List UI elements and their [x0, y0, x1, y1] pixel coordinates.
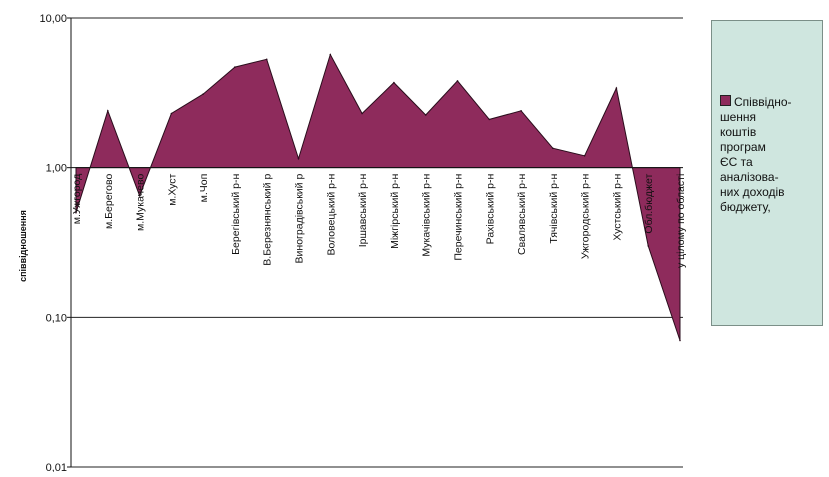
x-tick-label: м.Ужгород — [71, 174, 83, 225]
x-tick-label: у цілому по області — [675, 174, 687, 268]
data-point — [265, 58, 268, 61]
data-point — [234, 66, 236, 68]
gridlines — [71, 17, 683, 468]
x-tick-label: Міжгірський р-н — [389, 173, 401, 248]
x-tick-label: м.Чоп — [198, 174, 210, 203]
y-tick-label: 0,10 — [46, 312, 67, 324]
x-tick-label: Хустський р-н — [611, 174, 623, 241]
y-tick-label: 1,00 — [46, 163, 67, 175]
data-point — [647, 245, 649, 247]
y-tick-label: 10,00 — [39, 13, 67, 25]
x-tick-label: Іршавський р-н — [357, 173, 369, 247]
data-point — [138, 194, 141, 197]
x-tick-label: м.Хуст — [166, 174, 178, 206]
legend-swatch — [720, 95, 731, 106]
x-tick-label: Рахівський р-н — [484, 174, 496, 245]
data-point — [202, 93, 204, 95]
data-point — [552, 147, 554, 149]
data-point — [329, 53, 332, 56]
axes — [67, 17, 683, 468]
data-point — [520, 110, 522, 112]
x-tick-label: м.Берегово — [103, 174, 115, 229]
y-axis-label: співвідношення — [18, 210, 28, 282]
data-point — [456, 80, 459, 82]
x-tick-label: Виноградівський р — [294, 174, 306, 264]
x-tick-label: Ужгородський р-н — [580, 174, 592, 260]
data-point — [297, 157, 300, 160]
x-tick-label: Обл.бюджет — [643, 174, 655, 234]
area-series — [75, 53, 681, 342]
data-point — [488, 118, 491, 121]
x-tick-label: Берегівський р-н — [230, 174, 242, 255]
y-tick-labels: 10,00 1,00 0,10 0,01 — [39, 13, 67, 474]
x-tick-label: В.Березнянський р — [262, 174, 274, 266]
data-point — [615, 87, 618, 89]
data-point — [170, 112, 173, 115]
data-point — [393, 81, 395, 84]
data-point — [107, 110, 109, 112]
x-tick-label: Тячівський р-н — [548, 174, 560, 244]
legend-label: Співвідно- шення коштів програм ЄС та ан… — [720, 95, 792, 214]
data-point — [583, 155, 586, 157]
x-tick-label: Свалявський р-н — [516, 174, 528, 255]
data-point — [679, 339, 681, 342]
data-point — [424, 114, 427, 116]
y-tick-label: 0,01 — [46, 462, 67, 472]
x-tick-label: м.Мукачево — [135, 174, 147, 231]
x-tick-label: Перечинський р-н — [453, 174, 465, 261]
legend-entry: Співвідно- шення коштів програм ЄС та ан… — [720, 95, 822, 215]
data-point — [361, 112, 363, 115]
data-point — [75, 211, 77, 214]
x-tick-label: Воловецький р-н — [325, 174, 337, 256]
x-tick-label: Мукачівський р-н — [421, 174, 433, 257]
legend: Співвідно- шення коштів програм ЄС та ан… — [711, 20, 823, 326]
x-tick-labels: м.Ужгород м.Берегово м.Мукачево м.Хуст м.Чоп… — [71, 173, 687, 267]
